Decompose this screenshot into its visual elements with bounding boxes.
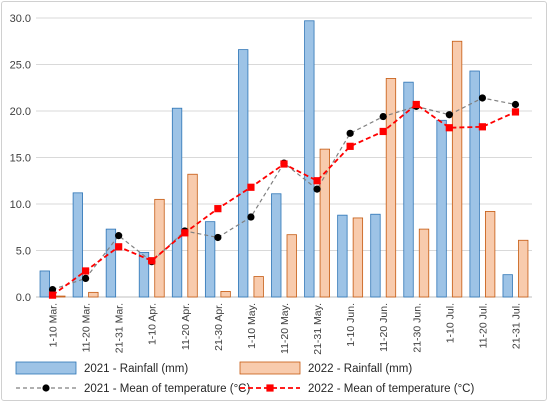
bar-2021-rainfall bbox=[337, 214, 348, 298]
y-tick-label: 30.0 bbox=[10, 13, 31, 25]
line-2021-temperature bbox=[52, 97, 516, 291]
y-tick-label: 25.0 bbox=[10, 60, 31, 72]
point-2022-temperature bbox=[181, 229, 189, 237]
bar-2022-rainfall bbox=[220, 291, 231, 298]
legend-marker bbox=[42, 384, 50, 392]
point-2021-temperature bbox=[214, 233, 222, 242]
legend-label: 2021 - Rainfall (mm) bbox=[84, 363, 188, 375]
y-tick-label: 5.0 bbox=[16, 246, 31, 258]
point-2022-temperature bbox=[280, 160, 288, 168]
bar-2022-rainfall bbox=[319, 148, 330, 298]
bar-2022-rainfall bbox=[154, 198, 165, 298]
point-2022-temperature bbox=[115, 243, 123, 251]
point-2021-temperature bbox=[346, 129, 354, 137]
point-2022-temperature bbox=[511, 108, 520, 116]
point-2022-temperature bbox=[247, 183, 255, 191]
bar-2021-rainfall bbox=[469, 70, 480, 298]
bar-2022-rainfall bbox=[253, 276, 264, 298]
point-2021-temperature bbox=[478, 94, 486, 102]
y-tick-label: 10.0 bbox=[10, 199, 31, 211]
point-2022-temperature bbox=[48, 291, 57, 299]
point-2021-temperature bbox=[445, 111, 453, 119]
point-2022-temperature bbox=[214, 205, 222, 213]
legend-label: 2021 - Mean of temperature (°C) bbox=[84, 383, 250, 395]
bar-2021-rainfall bbox=[238, 49, 249, 298]
point-2021-temperature bbox=[379, 112, 387, 121]
legend-swatch bbox=[15, 361, 77, 375]
bar-2021-rainfall bbox=[171, 107, 183, 298]
x-tick-label: 21-30 Jun. bbox=[411, 303, 423, 353]
bar-2022-rainfall bbox=[451, 40, 463, 298]
bar-2022-rainfall bbox=[55, 295, 66, 298]
point-2022-temperature bbox=[313, 177, 321, 185]
bar-2021-rainfall bbox=[138, 251, 150, 298]
point-2022-temperature bbox=[82, 267, 90, 275]
bar-2021-rainfall bbox=[271, 193, 282, 298]
x-axis: 1-10 Mar. 11-20 Mar. 21-31 Mar. 1-10 Apr. 11… bbox=[48, 303, 523, 355]
point-2021-temperature bbox=[511, 100, 520, 109]
x-tick-label: 1-10 May. bbox=[246, 303, 258, 349]
point-2021-temperature bbox=[48, 285, 57, 294]
point-2021-temperature bbox=[247, 213, 255, 221]
legend: 2021 - Rainfall (mm) 2022 - Rainfall (mm)… bbox=[15, 361, 474, 395]
y-tick-label: 20.0 bbox=[10, 106, 31, 118]
bar-2022-rainfall bbox=[187, 173, 198, 298]
x-tick-label: 1-10 Apr. bbox=[147, 303, 159, 345]
point-2022-temperature bbox=[445, 124, 453, 132]
legend-label: 2022 - Mean of temperature (°C) bbox=[308, 383, 474, 395]
point-2021-temperature bbox=[115, 232, 123, 240]
bar-2022-rainfall bbox=[88, 291, 99, 298]
bar-2021-rainfall bbox=[39, 270, 50, 298]
point-2022-temperature bbox=[478, 123, 486, 131]
x-tick-label: 21-30 Apr. bbox=[213, 303, 225, 351]
bar-2021-rainfall bbox=[370, 213, 381, 298]
point-2022-temperature bbox=[148, 257, 156, 265]
bar-2022-rainfall bbox=[352, 217, 364, 298]
x-tick-label: 11-20 Apr. bbox=[180, 303, 192, 350]
bar-2021-rainfall bbox=[304, 20, 315, 298]
bar-2022-rainfall bbox=[484, 211, 496, 298]
y-axis: 0.0 5.0 10.0 15.0 20.0 25.0 30.0 bbox=[10, 13, 532, 304]
x-tick-label: 11-20 Jun. bbox=[378, 303, 390, 352]
x-tick-label: 21-31 Jul. bbox=[510, 303, 522, 349]
bar-2022-rainfall bbox=[286, 234, 297, 298]
point-2022-temperature bbox=[346, 142, 354, 150]
bar-2021-rainfall bbox=[204, 221, 216, 298]
x-tick-label: 11-20 Jul. bbox=[477, 303, 489, 348]
bar-2021-rainfall bbox=[436, 119, 447, 298]
bar-2021-rainfall bbox=[403, 81, 414, 298]
x-tick-label: 1-10 Jun. bbox=[345, 303, 357, 347]
x-tick-label: 1-10 Jul. bbox=[444, 303, 456, 343]
legend-swatch bbox=[239, 361, 301, 375]
point-2021-temperature bbox=[313, 185, 321, 193]
point-2021-temperature bbox=[82, 274, 90, 282]
y-tick-label: 0.0 bbox=[16, 292, 31, 304]
legend-label: 2022 - Rainfall (mm) bbox=[308, 363, 412, 375]
x-tick-label: 21-31 May. bbox=[312, 303, 324, 355]
x-tick-label: 11-20 May. bbox=[279, 303, 291, 354]
point-2022-temperature bbox=[379, 127, 387, 136]
temperature-lines bbox=[48, 94, 520, 299]
bar-2022-rainfall bbox=[518, 239, 529, 298]
x-tick-label: 11-20 Mar. bbox=[81, 303, 93, 352]
bars bbox=[39, 20, 529, 298]
point-2022-temperature bbox=[412, 100, 420, 109]
bar-2022-rainfall bbox=[385, 78, 397, 298]
legend-marker bbox=[266, 384, 274, 392]
bar-2022-rainfall bbox=[418, 228, 430, 298]
bar-2021-rainfall bbox=[502, 274, 513, 298]
x-tick-label: 21-31 Mar. bbox=[114, 303, 126, 353]
y-tick-label: 15.0 bbox=[10, 153, 31, 165]
bar-2021-rainfall bbox=[72, 192, 83, 298]
x-tick-label: 1-10 Mar. bbox=[48, 303, 60, 347]
bar-2021-rainfall bbox=[105, 228, 117, 298]
